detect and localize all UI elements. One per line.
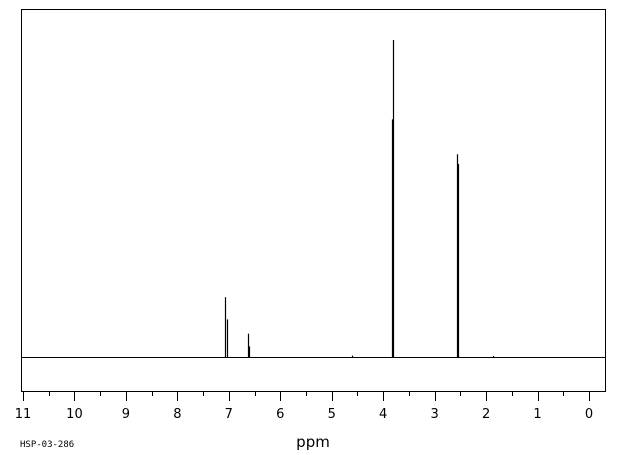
x-tick-label: 1 (533, 407, 541, 422)
x-tick-label: 5 (328, 407, 336, 422)
x-tick-label: 0 (585, 407, 593, 422)
spectrum-code-label: HSP-03-286 (20, 440, 74, 450)
x-axis-ticks: 11 10 9 8 7 6 5 4 3 2 1 0 (15, 391, 593, 422)
x-tick-label: 6 (276, 407, 284, 422)
x-tick-label: 8 (173, 407, 181, 422)
x-axis-label: ppm (296, 433, 330, 451)
x-tick-label: 2 (482, 407, 490, 422)
x-tick-label: 10 (66, 407, 83, 422)
plot-frame (21, 9, 606, 392)
x-tick-label: 9 (122, 407, 130, 422)
x-tick-label: 3 (430, 407, 438, 422)
spectrum-peaks (224, 40, 495, 358)
x-tick-label: 4 (379, 407, 387, 422)
x-tick-label: 7 (225, 407, 233, 422)
x-tick-label: 11 (15, 407, 32, 422)
